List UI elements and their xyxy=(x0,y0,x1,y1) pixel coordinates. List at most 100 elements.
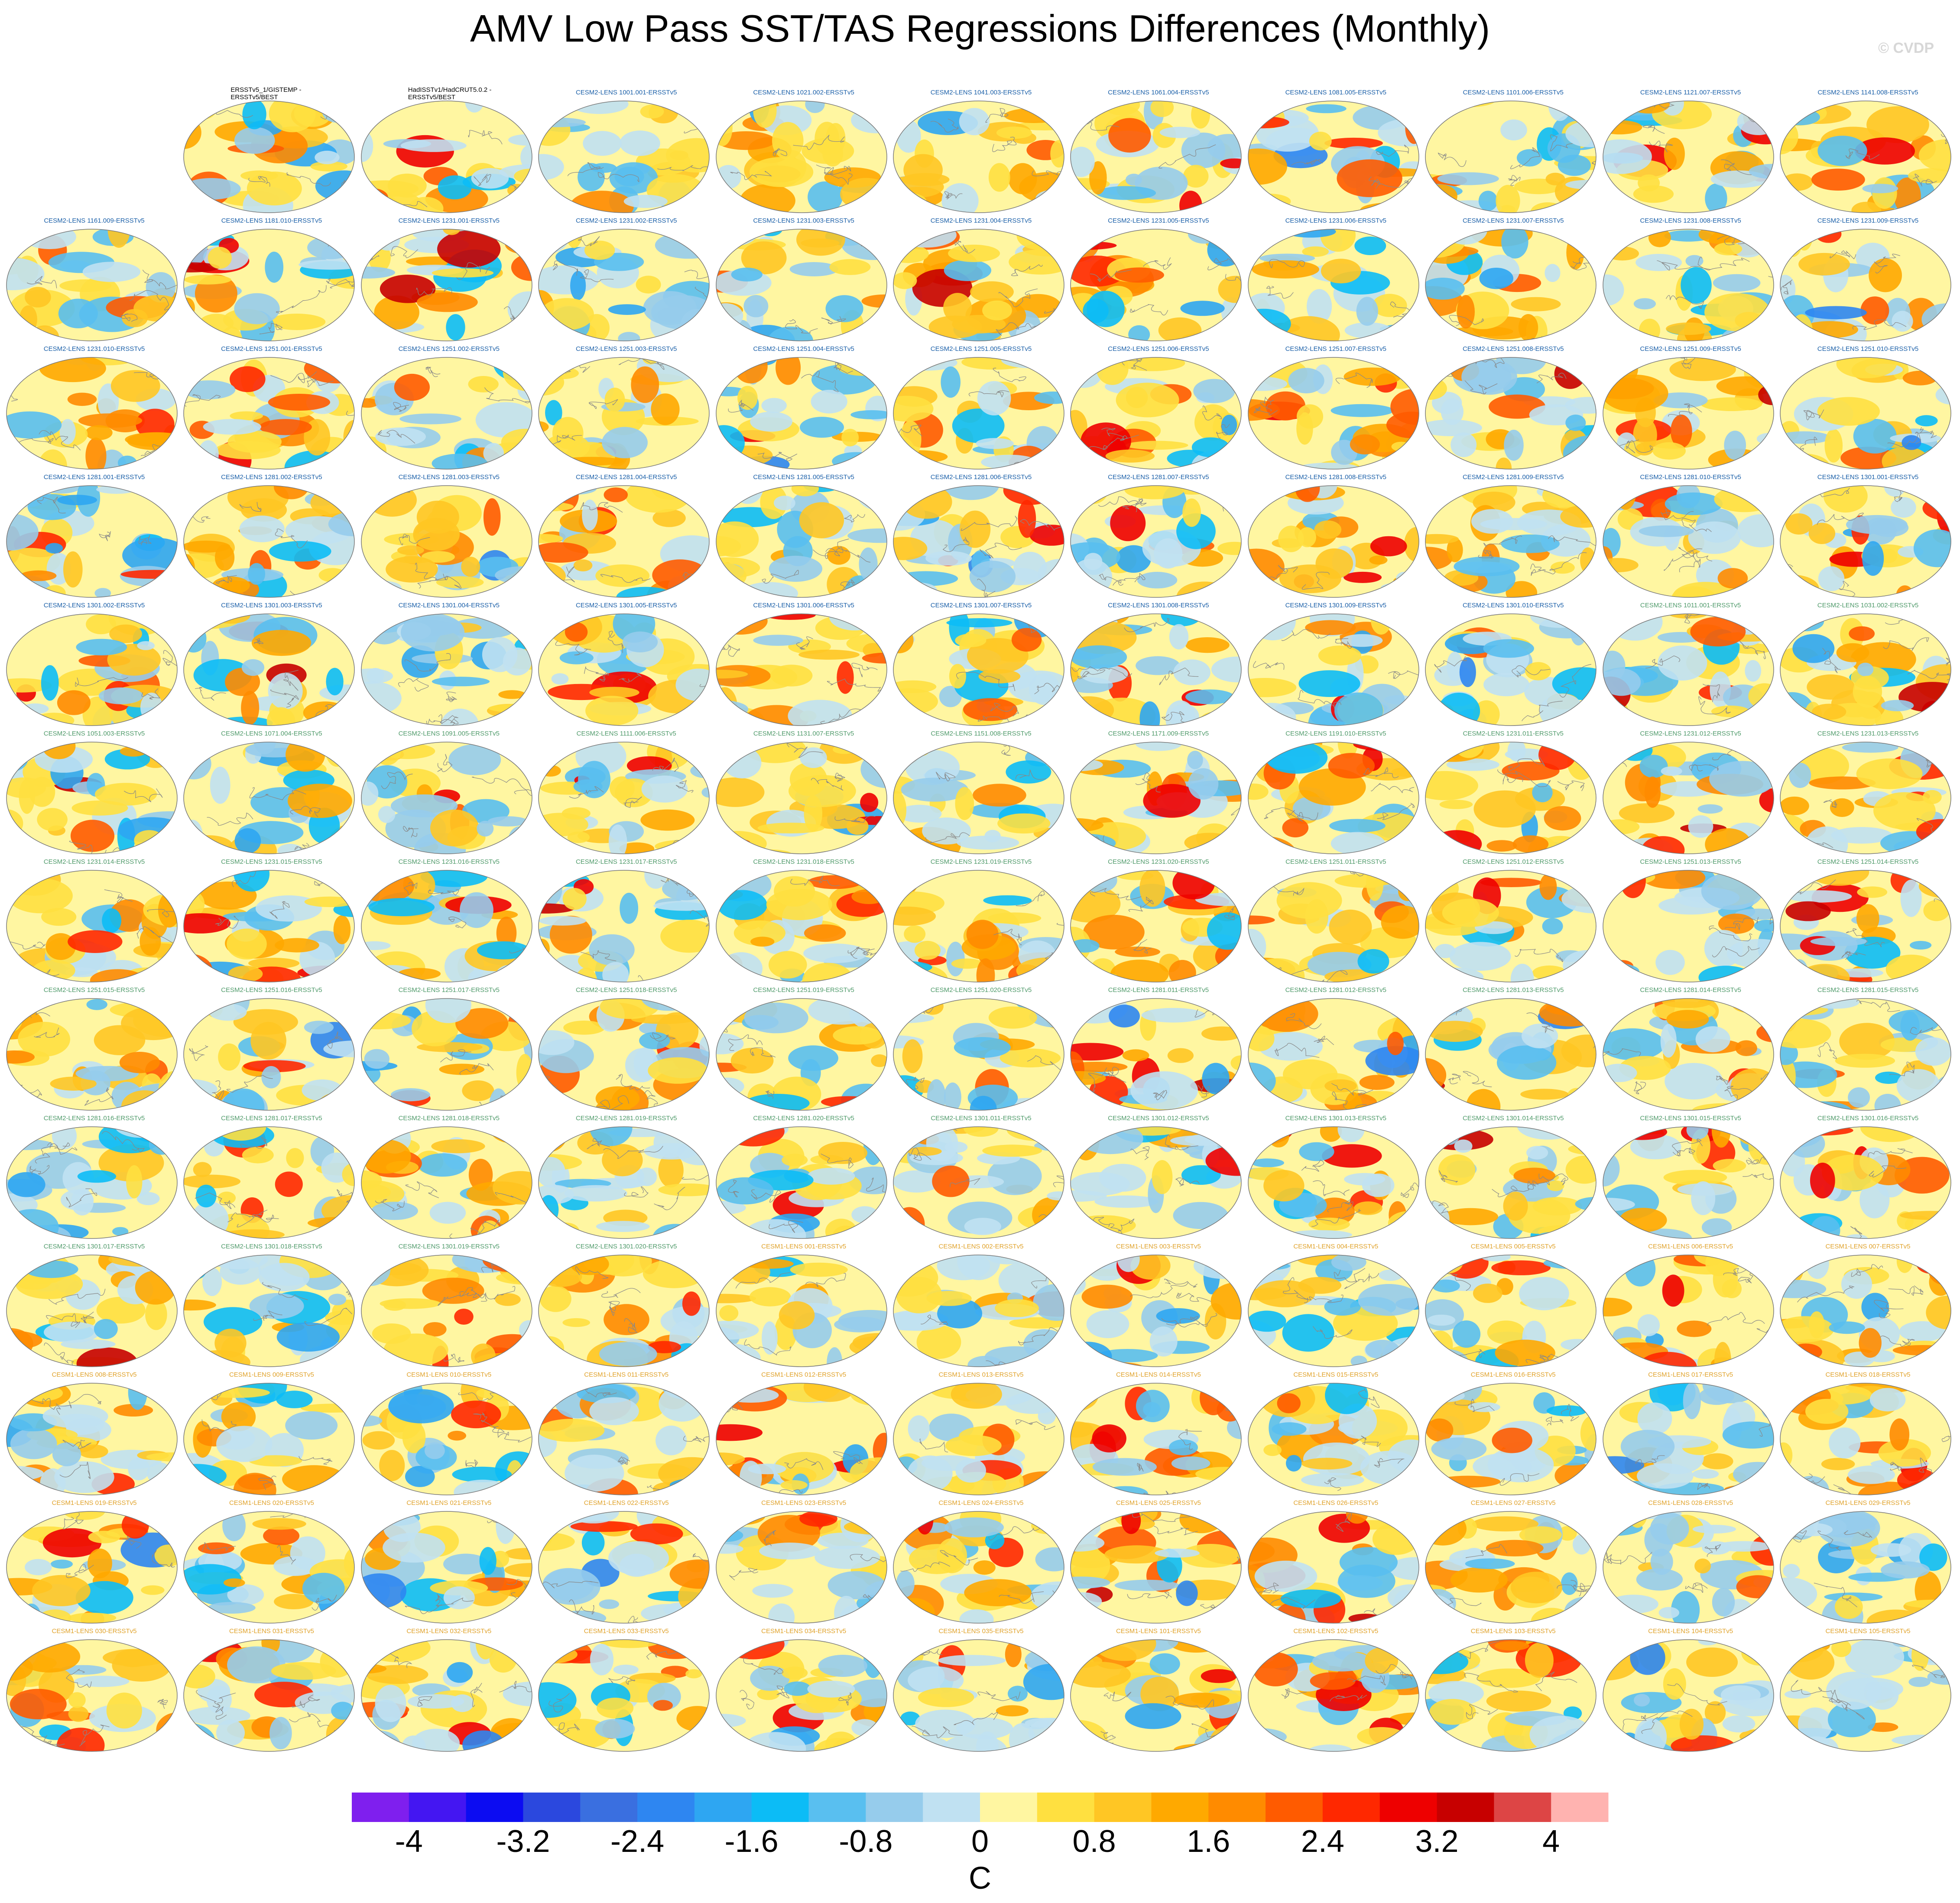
panel-label: CESM2-LENS 1251.015-ERSSTv5 xyxy=(43,986,145,994)
global-map xyxy=(6,613,178,726)
map-panel: CESM2-LENS 1281.002-ERSSTv5 xyxy=(183,473,360,602)
panel-label: CESM1-LENS 003-ERSSTv5 xyxy=(1116,1243,1201,1250)
panel-label: CESM2-LENS 1251.009-ERSSTv5 xyxy=(1640,345,1741,353)
global-map xyxy=(1425,1126,1597,1239)
global-map xyxy=(183,1511,355,1624)
global-map xyxy=(361,613,532,726)
map-panel: CESM2-LENS 1251.005-ERSSTv5 xyxy=(892,345,1070,473)
panel-label: CESM2-LENS 1251.020-ERSSTv5 xyxy=(930,986,1032,994)
global-map xyxy=(1602,100,1774,213)
global-map xyxy=(1602,742,1774,854)
global-map xyxy=(715,485,887,598)
map-panel: CESM2-LENS 1301.010-ERSSTv5 xyxy=(1425,602,1602,730)
map-panel: CESM1-LENS 007-ERSSTv5 xyxy=(1779,1243,1957,1371)
map-panel: CESM2-LENS 1231.003-ERSSTv5 xyxy=(715,217,892,345)
panel-label: CESM2-LENS 1281.007-ERSSTv5 xyxy=(1108,473,1209,481)
global-map xyxy=(893,998,1064,1111)
panel-label: CESM2-LENS 1251.001-ERSSTv5 xyxy=(221,345,322,353)
panel-label: CESM1-LENS 027-ERSSTv5 xyxy=(1470,1499,1556,1507)
global-map xyxy=(1248,485,1419,598)
global-map xyxy=(1425,357,1597,470)
panel-label: CESM2-LENS 1171.009-ERSSTv5 xyxy=(1108,730,1209,737)
map-panel: CESM1-LENS 005-ERSSTv5 xyxy=(1425,1243,1602,1371)
global-map xyxy=(715,1126,887,1239)
map-panel: CESM2-LENS 1251.012-ERSSTv5 xyxy=(1425,858,1602,986)
panel-label: CESM1-LENS 104-ERSSTv5 xyxy=(1648,1627,1733,1635)
global-map xyxy=(361,998,532,1111)
map-panel: CESM2-LENS 1051.003-ERSSTv5 xyxy=(6,730,183,858)
panel-label: CESM1-LENS 013-ERSSTv5 xyxy=(938,1371,1024,1378)
panel-label: CESM2-LENS 1281.016-ERSSTv5 xyxy=(43,1115,145,1122)
global-map xyxy=(538,870,710,982)
map-panel: CESM1-LENS 035-ERSSTv5 xyxy=(892,1627,1070,1756)
map-panel: CESM2-LENS 1281.019-ERSSTv5 xyxy=(538,1115,715,1243)
map-panel: CESM2-LENS 1071.004-ERSSTv5 xyxy=(183,730,360,858)
global-map xyxy=(6,1511,178,1624)
map-panel: CESM1-LENS 104-ERSSTv5 xyxy=(1602,1627,1779,1756)
global-map xyxy=(183,613,355,726)
global-map xyxy=(538,100,710,213)
panel-label: CESM2-LENS 1281.008-ERSSTv5 xyxy=(1285,473,1387,481)
panel-label: CESM1-LENS 032-ERSSTv5 xyxy=(406,1627,492,1635)
map-panel: CESM2-LENS 1301.014-ERSSTv5 xyxy=(1425,1115,1602,1243)
colorbar-tick-label: 1.6 xyxy=(1187,1824,1230,1859)
panel-label: CESM2-LENS 1281.015-ERSSTv5 xyxy=(1817,986,1919,994)
map-panel: CESM2-LENS 1161.009-ERSSTv5 xyxy=(6,217,183,345)
panel-label: CESM1-LENS 016-ERSSTv5 xyxy=(1470,1371,1556,1378)
map-panel: CESM2-LENS 1281.012-ERSSTv5 xyxy=(1247,986,1425,1115)
global-map xyxy=(6,1639,178,1752)
map-panel: CESM2-LENS 1011.001-ERSSTv5 xyxy=(1602,602,1779,730)
panel-label: CESM2-LENS 1301.006-ERSSTv5 xyxy=(753,602,854,609)
global-map xyxy=(361,229,532,341)
panel-label: CESM2-LENS 1231.001-ERSSTv5 xyxy=(398,217,500,224)
global-map xyxy=(1248,229,1419,341)
map-panel: CESM2-LENS 1251.019-ERSSTv5 xyxy=(715,986,892,1115)
panel-label: CESM2-LENS 1281.006-ERSSTv5 xyxy=(930,473,1032,481)
global-map xyxy=(6,1255,178,1367)
panel-label: CESM2-LENS 1231.016-ERSSTv5 xyxy=(398,858,500,866)
panel-label: CESM2-LENS 1251.005-ERSSTv5 xyxy=(930,345,1032,353)
panel-label: ERSSTv5_1/GISTEMP - ERSSTv5/BEST xyxy=(230,86,302,101)
panel-label: CESM2-LENS 1301.009-ERSSTv5 xyxy=(1285,602,1387,609)
global-map xyxy=(893,1639,1064,1752)
map-panel: CESM2-LENS 1281.016-ERSSTv5 xyxy=(6,1115,183,1243)
global-map xyxy=(183,870,355,982)
map-panel: CESM2-LENS 1301.009-ERSSTv5 xyxy=(1247,602,1425,730)
map-panel: CESM2-LENS 1041.003-ERSSTv5 xyxy=(892,89,1070,217)
panel-label: CESM2-LENS 1251.012-ERSSTv5 xyxy=(1462,858,1564,866)
global-map xyxy=(1602,485,1774,598)
global-map xyxy=(1248,100,1419,213)
panel-label: CESM2-LENS 1301.002-ERSSTv5 xyxy=(43,602,145,609)
global-map xyxy=(1070,1383,1242,1495)
panel-label: CESM2-LENS 1141.008-ERSSTv5 xyxy=(1817,89,1918,96)
panel-label: CESM1-LENS 025-ERSSTv5 xyxy=(1116,1499,1201,1507)
global-map xyxy=(715,613,887,726)
global-map xyxy=(361,870,532,982)
map-panel: CESM1-LENS 020-ERSSTv5 xyxy=(183,1499,360,1627)
panel-label: CESM2-LENS 1301.007-ERSSTv5 xyxy=(930,602,1032,609)
map-panel: CESM2-LENS 1231.008-ERSSTv5 xyxy=(1602,217,1779,345)
map-panel: CESM1-LENS 022-ERSSTv5 xyxy=(538,1499,715,1627)
panel-label: CESM2-LENS 1251.011-ERSSTv5 xyxy=(1285,858,1386,866)
map-panel: CESM2-LENS 1231.019-ERSSTv5 xyxy=(892,858,1070,986)
global-map xyxy=(538,229,710,341)
global-map xyxy=(1780,613,1951,726)
map-panel: CESM2-LENS 1101.006-ERSSTv5 xyxy=(1425,89,1602,217)
panel-label: CESM2-LENS 1281.004-ERSSTv5 xyxy=(575,473,677,481)
global-map xyxy=(183,1126,355,1239)
panel-label: CESM2-LENS 1251.007-ERSSTv5 xyxy=(1285,345,1387,353)
map-panel: CESM2-LENS 1191.010-ERSSTv5 xyxy=(1247,730,1425,858)
global-map xyxy=(1602,357,1774,470)
global-map xyxy=(715,357,887,470)
panel-label: CESM2-LENS 1251.006-ERSSTv5 xyxy=(1108,345,1209,353)
global-map xyxy=(361,485,532,598)
colorbar-tick-label: 0 xyxy=(971,1824,989,1859)
map-panel: CESM1-LENS 025-ERSSTv5 xyxy=(1070,1499,1247,1627)
map-panel: CESM1-LENS 102-ERSSTv5 xyxy=(1247,1627,1425,1756)
panel-label: CESM2-LENS 1051.003-ERSSTv5 xyxy=(43,730,145,737)
panel-label: CESM2-LENS 1121.007-ERSSTv5 xyxy=(1640,89,1741,96)
panel-label: CESM2-LENS 1151.008-ERSSTv5 xyxy=(931,730,1032,737)
map-panel: CESM2-LENS 1301.016-ERSSTv5 xyxy=(1779,1115,1957,1243)
panel-label: CESM1-LENS 020-ERSSTv5 xyxy=(229,1499,314,1507)
panel-label: CESM2-LENS 1231.008-ERSSTv5 xyxy=(1640,217,1741,224)
